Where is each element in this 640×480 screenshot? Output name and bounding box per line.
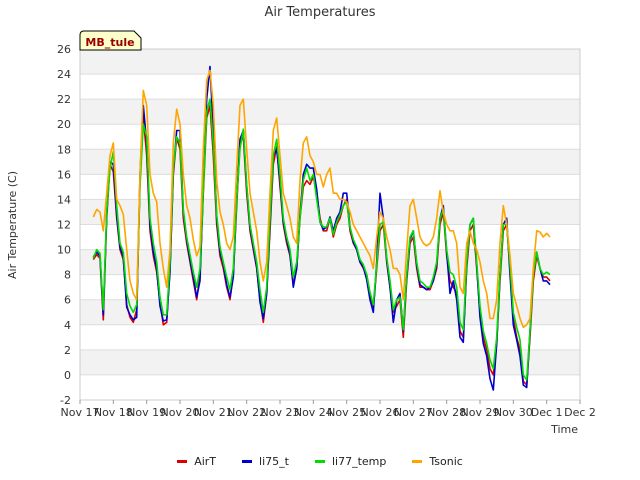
y-tick-label: 14 <box>57 193 71 206</box>
x-tick-label: Nov 21 <box>194 406 233 419</box>
legend-swatch <box>177 459 188 463</box>
legend-label: AirT <box>194 454 217 468</box>
plot-band <box>80 49 580 75</box>
x-tick-label: Dec 1 <box>531 406 563 419</box>
y-tick-label: 16 <box>57 168 71 181</box>
legend-label: li77_temp <box>331 454 387 468</box>
legend-swatch <box>242 459 253 463</box>
y-tick-label: 26 <box>57 43 71 56</box>
y-tick-label: 24 <box>57 68 71 81</box>
x-tick-label: Nov 17 <box>61 406 100 419</box>
series-lines <box>92 65 551 391</box>
chart-title: Air Temperatures <box>264 5 375 20</box>
plot-frame <box>79 48 581 401</box>
legend-item: AirT <box>177 452 216 470</box>
legend-swatch <box>314 459 325 463</box>
legend-swatch <box>412 459 423 463</box>
legend-item: li75_t <box>242 452 289 470</box>
x-tick-label: Nov 20 <box>161 406 200 419</box>
x-tick-label: Nov 30 <box>494 406 533 419</box>
y-tick-label: 6 <box>64 294 71 307</box>
plot-band <box>80 174 580 200</box>
plot-band <box>80 274 580 300</box>
y-tick-label: 0 <box>64 369 71 382</box>
x-tick-label: Nov 28 <box>427 406 466 419</box>
x-tick-label: Dec 2 <box>564 406 596 419</box>
x-tick-label: Nov 22 <box>227 406 266 419</box>
series-line-li77-temp <box>92 98 551 381</box>
y-tick-label: 8 <box>64 269 71 282</box>
plot-band <box>80 299 580 325</box>
y-tick-label: -2 <box>60 394 71 407</box>
plot-band <box>80 99 580 125</box>
site-badge-label: MB_tule <box>85 36 134 49</box>
legend-label: li75_t <box>259 454 289 468</box>
legend-label: Tsonic <box>429 454 463 468</box>
x-tick-label: Nov 29 <box>461 406 500 419</box>
x-tick-label: Nov 26 <box>361 406 400 419</box>
site-badge-shape <box>79 30 142 51</box>
y-tick-label: 2 <box>64 344 71 357</box>
y-tick-label: 12 <box>57 219 71 232</box>
plot-band <box>80 74 580 100</box>
x-tick-label: Nov 25 <box>327 406 366 419</box>
plot-band <box>80 124 580 150</box>
x-tick-label: Nov 19 <box>127 406 166 419</box>
y-tick-label: 22 <box>57 93 71 106</box>
site-badge: MB_tule <box>79 30 142 51</box>
x-axis-label: Time <box>550 423 578 436</box>
plot-band <box>80 224 580 250</box>
y-tick-label: 18 <box>57 143 71 156</box>
x-tick-label: Nov 24 <box>294 406 333 419</box>
x-tick-label: Nov 18 <box>94 406 133 419</box>
x-tick-label: Nov 23 <box>261 406 300 419</box>
x-tick-label: Nov 27 <box>394 406 433 419</box>
legend-item: li77_temp <box>314 452 387 470</box>
plot-band <box>80 349 580 375</box>
y-tick-label: 4 <box>64 319 71 332</box>
y-tick-label: 20 <box>57 118 71 131</box>
legend-item: Tsonic <box>412 452 463 470</box>
y-axis-label: Air Temperature (C) <box>6 171 19 279</box>
chart-legend: AirT li75_t li77_temp Tsonic <box>0 452 640 470</box>
y-tick-label: 10 <box>57 244 71 257</box>
plot-band <box>80 324 580 350</box>
plot-band <box>80 374 580 400</box>
series-line-tsonic <box>92 69 551 329</box>
